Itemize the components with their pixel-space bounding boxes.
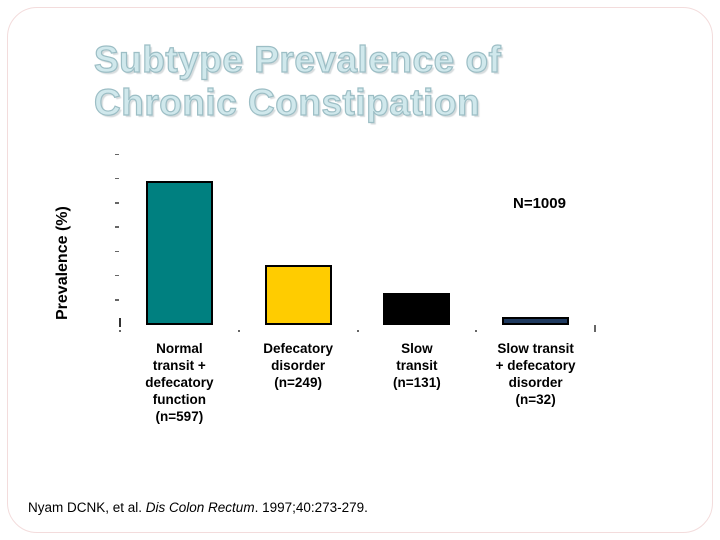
plot-area	[115, 153, 596, 332]
y-axis-tick	[115, 274, 119, 277]
y-axis-tick	[115, 153, 119, 155]
x-axis-tick	[237, 330, 240, 332]
citation-authors: Nyam DCNK, et al.	[28, 500, 146, 515]
x-axis-tick	[594, 325, 596, 332]
y-axis-tick	[115, 299, 119, 301]
bar-2	[264, 265, 332, 325]
slide-title: Subtype Prevalence of Chronic Constipati…	[93, 38, 502, 124]
title-line-1: Subtype Prevalence of	[93, 38, 502, 80]
y-axis-tick	[115, 202, 119, 204]
y-axis-label: Prevalence (%)	[54, 206, 71, 320]
x-axis-tick	[475, 330, 478, 332]
y-axis-tick	[115, 177, 119, 180]
x-axis-tick	[356, 330, 359, 332]
bar-4	[502, 317, 570, 325]
sample-size-annotation: N=1009	[513, 195, 566, 212]
x-axis-tick	[119, 330, 121, 332]
citation-journal: Dis Colon Rectum	[145, 500, 255, 515]
category-label-4: Slow transit + defecatory disorder (n=32…	[495, 341, 576, 407]
citation: Nyam DCNK, et al. Dis Colon Rectum. 1997…	[28, 500, 368, 515]
citation-rest: . 1997;40:273-279.	[254, 500, 368, 515]
y-axis-tick	[115, 226, 119, 228]
category-label-1: Normal transit + defecatory function (n=…	[145, 341, 214, 424]
x-axis-labels: Normal transit + defecatory function (n=…	[120, 340, 595, 425]
category-label-2: Defecatory disorder (n=249)	[263, 341, 334, 390]
title-line-2: Chronic Constipation	[93, 81, 481, 123]
bar-3	[383, 293, 451, 325]
bar-1	[145, 181, 213, 325]
y-axis-origin-tick	[119, 318, 121, 327]
y-axis-tick	[115, 250, 119, 253]
category-label-3: Slow transit (n=131)	[393, 341, 441, 390]
